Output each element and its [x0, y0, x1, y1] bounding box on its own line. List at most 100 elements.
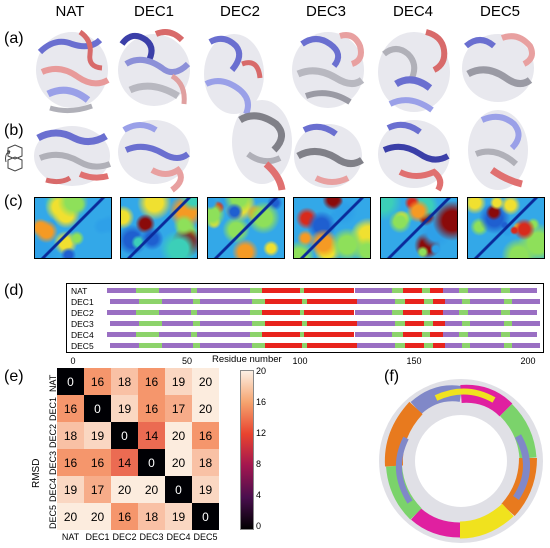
seq-segment-strand [354, 332, 393, 337]
seq-segment-helix [402, 332, 422, 337]
seq-segment-helix [432, 343, 446, 348]
rmsd-cell: 20 [84, 503, 111, 530]
seq-segment-strand [357, 321, 395, 326]
structure-nat-b [34, 126, 112, 186]
structure-dec4-a [378, 29, 450, 113]
rmsd-cell: 20 [165, 422, 192, 449]
residue-tick: 50 [181, 356, 192, 366]
rmsd-cell: 14 [111, 449, 138, 476]
seq-segment-coil [421, 310, 430, 315]
seq-row-label: DEC5 [71, 341, 94, 351]
seq-segment-strand [470, 343, 504, 348]
seq-segment-helix [432, 321, 446, 326]
rmsd-cell: 16 [192, 422, 219, 449]
seq-segment-coil [394, 299, 406, 304]
seq-segment-strand [159, 288, 191, 293]
seq-segment-coil [503, 343, 513, 348]
column-header-dec2: DEC2 [219, 3, 260, 20]
rmsd-cell: 0 [57, 368, 84, 395]
seq-segment-coil [302, 343, 307, 348]
column-header-dec1: DEC1 [133, 3, 174, 20]
seq-segment-helix [430, 332, 443, 337]
seq-segment-coil [193, 321, 200, 326]
seq-segment-helix [264, 343, 303, 348]
seq-segment-coil [138, 321, 162, 326]
seq-segment-coil [461, 343, 471, 348]
seq-segment-strand [109, 343, 139, 348]
seq-segment-helix [306, 299, 358, 304]
contact-map-dec3 [293, 197, 371, 259]
rmsd-cell: 16 [111, 503, 138, 530]
seq-segment-strand [161, 299, 194, 304]
structure-dec3-a [292, 32, 365, 108]
seq-segment-coil [252, 299, 265, 304]
seq-segment-coil [252, 321, 265, 326]
column-header-nat: NAT [55, 3, 85, 20]
seq-segment-strand [109, 299, 139, 304]
rmsd-cell: 16 [84, 368, 111, 395]
seq-segment-coil [424, 299, 433, 304]
rmsd-row-label: DEC2 [48, 423, 58, 448]
rmsd-cell: 16 [138, 395, 165, 422]
contact-map-dec4 [380, 197, 458, 259]
rmsd-row-label: DEC3 [48, 450, 58, 475]
seq-segment-strand [467, 288, 502, 293]
structure-nat-a [36, 29, 110, 114]
rmsd-col-label: NAT [61, 532, 80, 542]
rmsd-colorbar [240, 370, 254, 530]
seq-segment-coil [461, 299, 471, 304]
seq-segment-helix [264, 299, 303, 304]
rmsd-row-label: NAT [48, 374, 58, 392]
rmsd-cell: 17 [84, 476, 111, 503]
rmsd-cell: 20 [111, 476, 138, 503]
panel-label-d: (d) [4, 282, 24, 299]
seq-segment-helix [304, 310, 355, 315]
seq-segment-helix [405, 343, 425, 348]
column-header-dec5: DEC5 [479, 3, 520, 20]
seq-segment-helix [430, 310, 443, 315]
rmsd-cell: 20 [57, 503, 84, 530]
seq-segment-coil [302, 299, 307, 304]
residue-tick: 150 [406, 356, 422, 366]
seq-segment-strand [354, 288, 393, 293]
colorbar-tick: 20 [256, 366, 267, 376]
secondary-structure-plot: NAT DEC1 DEC2 DEC3 DEC4 DEC5 [66, 283, 544, 353]
colorbar-tick: 12 [256, 428, 267, 438]
rmsd-cell: 20 [192, 395, 219, 422]
seq-segment-helix [432, 299, 446, 304]
ring-assembly-structure [379, 379, 543, 543]
seq-segment-coil [136, 310, 160, 315]
panel-label-e: (e) [4, 368, 24, 385]
column-header-dec3: DEC3 [305, 3, 346, 20]
seq-segment-coil [394, 343, 406, 348]
rmsd-cell: 0 [192, 503, 219, 530]
rmsd-cell: 19 [192, 476, 219, 503]
rmsd-cell: 20 [165, 449, 192, 476]
rmsd-row-label: DEC4 [48, 477, 58, 502]
seq-segment-coil [249, 310, 263, 315]
seq-segment-strand [442, 332, 460, 337]
seq-segment-coil [459, 288, 468, 293]
rmsd-cell: 19 [165, 503, 192, 530]
colorbar-tick: 16 [256, 397, 267, 407]
rmsd-cell: 18 [192, 449, 219, 476]
panel-label-a: (a) [4, 30, 24, 47]
seq-segment-coil [299, 310, 305, 315]
rmsd-col-label: DEC5 [193, 532, 218, 542]
seq-segment-strand [445, 299, 462, 304]
seq-segment-coil [501, 310, 510, 315]
seq-segment-coil [136, 288, 160, 293]
rmsd-cell: 19 [84, 422, 111, 449]
seq-segment-helix [402, 288, 422, 293]
contact-map-dec2 [207, 197, 285, 259]
seq-segment-strand [512, 343, 540, 348]
structure-dec3-b [294, 123, 364, 188]
seq-segment-strand [199, 343, 253, 348]
structure-dec1-b [118, 120, 190, 193]
seq-segment-coil [392, 332, 403, 337]
seq-segment-coil [503, 299, 513, 304]
residue-axis-label: Residue number [212, 354, 282, 365]
contact-map-dec5 [467, 197, 545, 259]
column-header-dec4: DEC4 [392, 3, 433, 20]
seq-segment-strand [107, 288, 137, 293]
